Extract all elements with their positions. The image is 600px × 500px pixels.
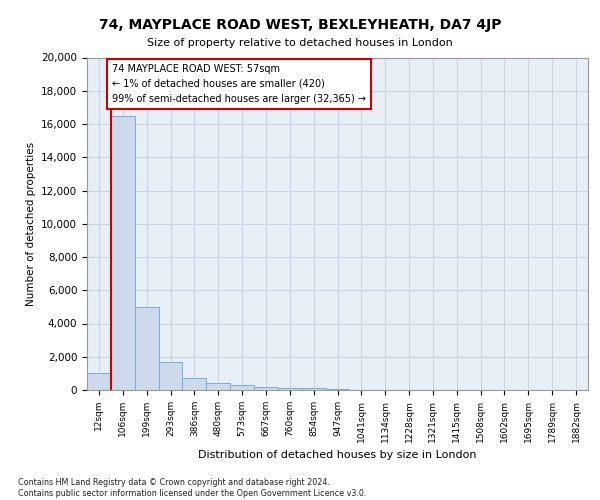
Text: 74, MAYPLACE ROAD WEST, BEXLEYHEATH, DA7 4JP: 74, MAYPLACE ROAD WEST, BEXLEYHEATH, DA7… bbox=[99, 18, 501, 32]
Bar bbox=[158, 362, 182, 390]
Y-axis label: Number of detached properties: Number of detached properties bbox=[26, 142, 35, 306]
Text: Contains HM Land Registry data © Crown copyright and database right 2024.
Contai: Contains HM Land Registry data © Crown c… bbox=[18, 478, 367, 498]
Text: Size of property relative to detached houses in London: Size of property relative to detached ho… bbox=[147, 38, 453, 48]
Bar bbox=[135, 307, 158, 390]
Bar bbox=[230, 385, 254, 390]
Bar bbox=[302, 388, 326, 390]
Bar bbox=[182, 378, 206, 390]
Bar bbox=[111, 116, 135, 390]
Text: 74 MAYPLACE ROAD WEST: 57sqm
← 1% of detached houses are smaller (420)
99% of se: 74 MAYPLACE ROAD WEST: 57sqm ← 1% of det… bbox=[112, 64, 366, 104]
Bar bbox=[87, 374, 111, 390]
Bar bbox=[326, 389, 349, 390]
Bar bbox=[278, 388, 302, 390]
Bar bbox=[206, 384, 230, 390]
Bar bbox=[254, 386, 278, 390]
X-axis label: Distribution of detached houses by size in London: Distribution of detached houses by size … bbox=[198, 450, 477, 460]
